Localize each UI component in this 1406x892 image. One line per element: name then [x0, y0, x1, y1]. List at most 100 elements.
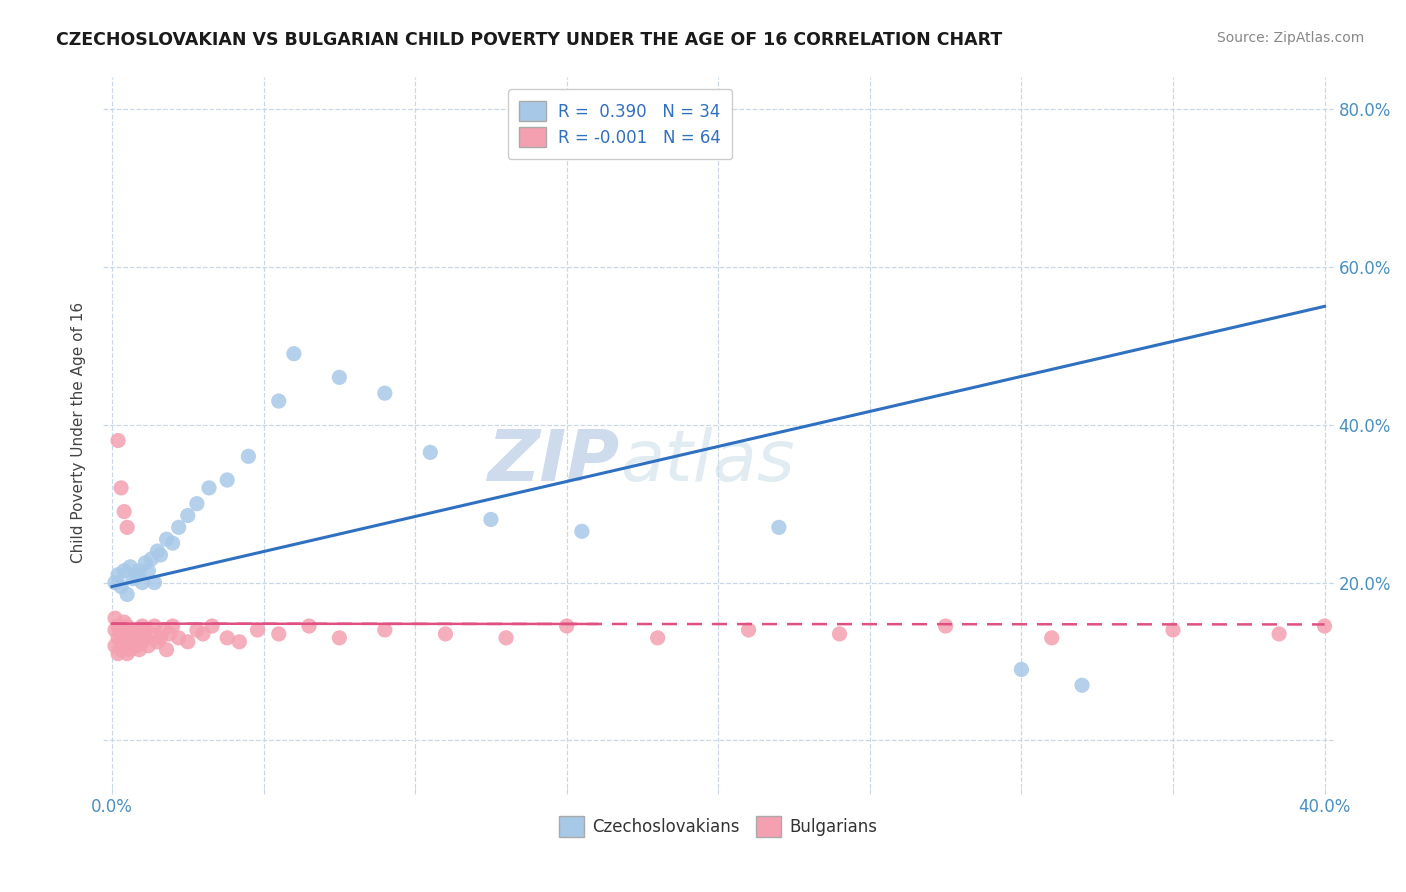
Point [134, 623, 156, 637]
Point [131, 635, 153, 649]
Point [115, 619, 138, 633]
Point [112, 564, 135, 578]
Point [112, 505, 135, 519]
Point [107, 619, 129, 633]
Y-axis label: Child Poverty Under the Age of 16: Child Poverty Under the Age of 16 [72, 302, 86, 563]
Point [138, 564, 160, 578]
Point [122, 572, 145, 586]
Point [120, 623, 142, 637]
Point [110, 642, 132, 657]
Point [479, 512, 502, 526]
Point [120, 642, 142, 657]
Point [104, 623, 127, 637]
Point [374, 386, 396, 401]
Point [167, 520, 190, 534]
Point [134, 556, 156, 570]
Point [128, 564, 150, 578]
Point [122, 635, 145, 649]
Point [298, 619, 321, 633]
Point [115, 647, 138, 661]
Point [238, 450, 260, 464]
Point [110, 635, 132, 649]
Point [155, 532, 177, 546]
Point [228, 635, 250, 649]
Point [191, 627, 214, 641]
Point [283, 347, 305, 361]
Point [1161, 623, 1184, 637]
Point [125, 623, 148, 637]
Point [122, 627, 145, 641]
Point [104, 611, 127, 625]
Point [128, 631, 150, 645]
Point [112, 639, 135, 653]
Point [186, 623, 208, 637]
Point [328, 370, 350, 384]
Point [107, 647, 129, 661]
Point [131, 575, 153, 590]
Text: Source: ZipAtlas.com: Source: ZipAtlas.com [1216, 31, 1364, 45]
Point [935, 619, 957, 633]
Point [162, 536, 184, 550]
Point [177, 635, 200, 649]
Point [167, 631, 190, 645]
Point [125, 567, 148, 582]
Point [146, 544, 169, 558]
Point [571, 524, 593, 539]
Text: CZECHOSLOVAKIAN VS BULGARIAN CHILD POVERTY UNDER THE AGE OF 16 CORRELATION CHART: CZECHOSLOVAKIAN VS BULGARIAN CHILD POVER… [56, 31, 1002, 49]
Point [434, 627, 457, 641]
Point [198, 481, 221, 495]
Point [177, 508, 200, 523]
Point [141, 552, 163, 566]
Point [138, 639, 160, 653]
Point [134, 631, 156, 645]
Point [115, 520, 138, 534]
Text: atlas: atlas [620, 426, 794, 496]
Point [112, 627, 135, 641]
Point [104, 575, 127, 590]
Point [1071, 678, 1094, 692]
Point [104, 639, 127, 653]
Point [647, 631, 669, 645]
Point [217, 631, 239, 645]
Point [143, 575, 166, 590]
Point [159, 627, 181, 641]
Point [125, 639, 148, 653]
Point [419, 445, 441, 459]
Point [201, 619, 224, 633]
Point [374, 623, 396, 637]
Point [162, 619, 184, 633]
Point [186, 497, 208, 511]
Point [149, 631, 172, 645]
Point [141, 627, 163, 641]
Point [120, 635, 142, 649]
Point [149, 548, 172, 562]
Point [110, 580, 132, 594]
Text: ZIP: ZIP [488, 426, 620, 496]
Point [110, 623, 132, 637]
Point [107, 631, 129, 645]
Point [155, 642, 177, 657]
Point [495, 631, 517, 645]
Point [1040, 631, 1063, 645]
Point [115, 587, 138, 601]
Point [143, 619, 166, 633]
Point [828, 627, 851, 641]
Point [1010, 662, 1032, 676]
Point [737, 623, 759, 637]
Point [120, 559, 142, 574]
Point [267, 394, 290, 409]
Point [1313, 619, 1336, 633]
Point [128, 642, 150, 657]
Point [146, 635, 169, 649]
Point [131, 619, 153, 633]
Point [110, 481, 132, 495]
Point [107, 567, 129, 582]
Point [112, 615, 135, 629]
Point [152, 623, 174, 637]
Point [107, 434, 129, 448]
Point [768, 520, 790, 534]
Legend: Czechoslovakians, Bulgarians: Czechoslovakians, Bulgarians [553, 810, 884, 844]
Point [217, 473, 239, 487]
Point [1268, 627, 1291, 641]
Point [115, 631, 138, 645]
